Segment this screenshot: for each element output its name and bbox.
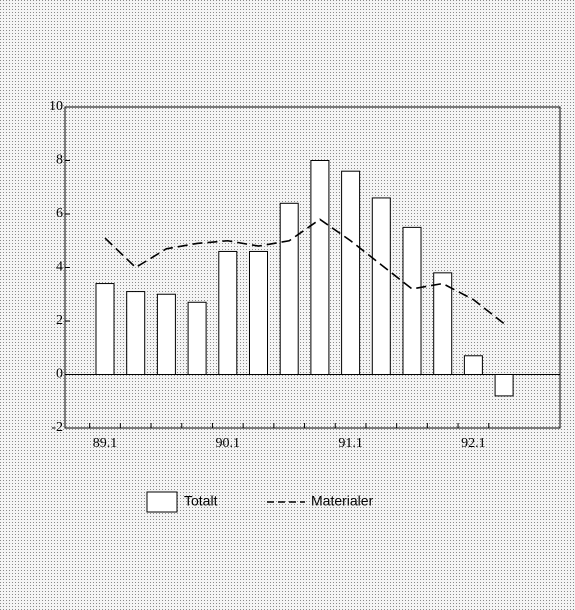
- bar: [249, 250, 268, 375]
- y-tick-label: -2: [51, 420, 63, 435]
- bar: [156, 293, 176, 375]
- legend-swatch: [146, 491, 178, 513]
- bar: [463, 355, 483, 375]
- legend-label: Totalt: [184, 493, 218, 509]
- bar: [310, 160, 330, 375]
- bar: [494, 374, 514, 397]
- bar: [126, 291, 146, 376]
- bar: [279, 202, 299, 375]
- bar: [187, 301, 207, 375]
- y-tick-label: 0: [56, 367, 63, 382]
- line: [104, 218, 505, 325]
- y-tick-label: 8: [56, 153, 63, 168]
- bar: [371, 197, 391, 375]
- legend-label: Materialer: [311, 493, 374, 509]
- y-tick-label: 2: [56, 313, 63, 328]
- bar: [402, 226, 422, 375]
- bar: [341, 170, 361, 375]
- x-tick-label: 92.1: [461, 436, 486, 451]
- legend: Totalt Materialer: [146, 491, 374, 513]
- y-tick-label: 10: [49, 99, 63, 114]
- y-tick-label: 6: [56, 206, 63, 221]
- bar: [95, 283, 115, 375]
- x-tick-label: 90.1: [216, 436, 241, 451]
- y-tick-label: 4: [56, 260, 63, 275]
- bar: [218, 250, 238, 375]
- bar: [433, 272, 453, 376]
- x-tick-label: 91.1: [338, 436, 363, 451]
- x-tick-label: 89.1: [93, 436, 118, 451]
